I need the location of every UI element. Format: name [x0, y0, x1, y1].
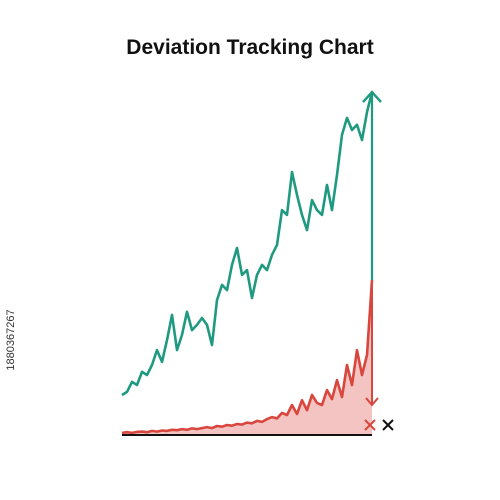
- watermark-id: 1880367267: [5, 309, 17, 370]
- deviation-area: [122, 280, 372, 435]
- down-arrow: [365, 397, 379, 407]
- deviation-line: [121, 280, 374, 435]
- red-cross: [364, 419, 376, 431]
- chart-title: Deviation Tracking Chart: [126, 36, 373, 59]
- cross-marks: [364, 419, 394, 431]
- black-cross: [382, 419, 394, 431]
- tracking-line: [121, 91, 374, 397]
- up-arrow: [362, 90, 382, 103]
